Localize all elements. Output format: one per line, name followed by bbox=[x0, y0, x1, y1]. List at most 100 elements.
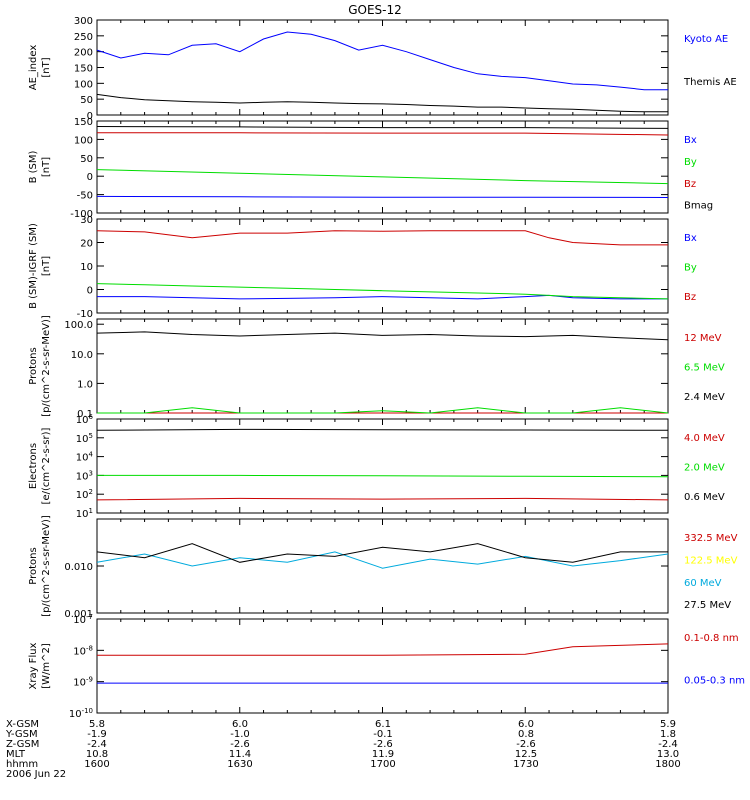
legend-label: Bz bbox=[684, 179, 696, 190]
ephem-value: -0.1 bbox=[373, 729, 393, 740]
ephem-value: -1.0 bbox=[230, 729, 250, 740]
panel-3: -10 0 10 20 30 B (SM)-IGRF (SM) [nT] Bx By Bz bbox=[28, 215, 697, 320]
y-tick-label: 0 bbox=[87, 111, 93, 122]
ephem-value: -2.4 bbox=[658, 739, 678, 750]
legend-label: Themis AE bbox=[683, 77, 737, 88]
ephem-value: 1730 bbox=[513, 759, 538, 770]
y-tick-label: 300 bbox=[74, 16, 93, 27]
ephem-row-label: Z-GSM bbox=[6, 739, 39, 750]
y-tick-label: 1.0 bbox=[77, 379, 93, 390]
ephem-value: -1.9 bbox=[87, 729, 107, 740]
series-line-themis-ae bbox=[96, 93, 668, 113]
legend-label: By bbox=[684, 157, 697, 168]
y-axis-label: Xray Flux bbox=[28, 642, 39, 689]
y-tick-label: 10-7 bbox=[73, 613, 93, 626]
series-line-by bbox=[96, 283, 669, 300]
panel-2: -100 -50 0 50 100 150 B (SM) [nT] Bx By Bz Bmag bbox=[28, 117, 713, 220]
y-tick-label: 200 bbox=[74, 48, 93, 59]
legend-label: 4.0 MeV bbox=[684, 433, 725, 444]
y-axis-label: [nT] bbox=[41, 57, 52, 77]
ephem-value: 10.8 bbox=[86, 749, 108, 760]
legend-label: 2.4 MeV bbox=[684, 392, 725, 403]
y-tick-label: 101 bbox=[76, 507, 93, 520]
ephem-value: 6.0 bbox=[232, 719, 248, 730]
legend-label: 122.5 MeV bbox=[684, 555, 738, 566]
y-axis-label: B (SM)-IGRF (SM) bbox=[28, 223, 39, 309]
ephem-value: -2.6 bbox=[230, 739, 250, 750]
y-axis-label: [nT] bbox=[41, 157, 52, 177]
series-line-bz bbox=[96, 230, 668, 246]
panel-6: 0.001 0.010 Protons [p/(cm^2-s-sr-MeV)] 332.… bbox=[28, 515, 738, 620]
legend-label: Kyoto AE bbox=[684, 34, 728, 45]
panel-frame bbox=[96, 218, 669, 314]
panel-frame bbox=[96, 318, 669, 414]
series-line-27-5-mev bbox=[96, 543, 668, 563]
y-tick-label: 103 bbox=[76, 469, 93, 482]
y-tick-label: 0 bbox=[87, 286, 93, 297]
ephem-row-label: hhmm bbox=[6, 759, 38, 770]
y-tick-label: 100 bbox=[74, 79, 93, 90]
ephem-value: -2.6 bbox=[373, 739, 393, 750]
y-axis-label: B (SM) bbox=[28, 150, 39, 183]
panel-frame bbox=[96, 120, 669, 214]
y-tick-label: 50 bbox=[80, 95, 93, 106]
ephem-value: 1600 bbox=[84, 759, 109, 770]
series-line-2-0-mev bbox=[97, 474, 669, 478]
ephem-value: 11.9 bbox=[372, 749, 394, 760]
ephem-value: -2.4 bbox=[87, 739, 107, 750]
ephem-value: 11.4 bbox=[229, 749, 251, 760]
y-tick-label: 105 bbox=[76, 432, 93, 445]
y-axis-label: AE_index bbox=[28, 45, 39, 91]
y-tick-label: 10 bbox=[80, 262, 93, 273]
y-tick-label: 0.001 bbox=[64, 609, 93, 620]
ephem-row-label: 2006 Jun 22 bbox=[6, 769, 66, 780]
ephem-value: 1800 bbox=[655, 759, 680, 770]
y-tick-label: 10-10 bbox=[69, 707, 93, 720]
y-tick-label: 10-9 bbox=[73, 676, 93, 689]
y-tick-label: 0.010 bbox=[64, 562, 93, 573]
y-tick-label: 50 bbox=[80, 154, 93, 165]
y-axis-label: Electrons bbox=[28, 443, 39, 489]
ephem-value: 13.0 bbox=[657, 749, 679, 760]
series-line-60-mev bbox=[96, 551, 669, 569]
series-line-kyoto-ae bbox=[96, 31, 668, 91]
legend-label: 2.0 MeV bbox=[684, 462, 725, 473]
panel-4: 0.1 1.0 10.0 100.0 Protons [p/(cm^2-s-sr-MeV)… bbox=[28, 315, 725, 420]
legend-label: 0.1-0.8 nm bbox=[684, 633, 739, 644]
y-tick-label: 100 bbox=[74, 135, 93, 146]
panel-frame bbox=[96, 518, 669, 614]
panel-7: 10-10 10-9 10-8 10-7 Xray Flux [W/m^2] 0.1-0.8… bbox=[28, 613, 745, 720]
y-tick-label: 150 bbox=[74, 64, 93, 75]
series-line-6-5-mev bbox=[97, 407, 669, 414]
ephem-row-label: Y-GSM bbox=[5, 729, 38, 740]
legend-label: 332.5 MeV bbox=[684, 533, 738, 544]
series-line-4-0-mev bbox=[96, 497, 669, 501]
legend-label: Bmag bbox=[684, 201, 713, 212]
panel-1: 0 50 100 150 200 250 300 AE_index [nT] Kyoto AE Th… bbox=[28, 16, 737, 122]
y-tick-label: 20 bbox=[80, 239, 93, 250]
ephem-value: 6.0 bbox=[518, 719, 534, 730]
series-line-bz bbox=[97, 132, 669, 136]
y-axis-label: [p/(cm^2-s-sr-MeV)] bbox=[41, 315, 52, 417]
ephem-row-label: X-GSM bbox=[6, 719, 39, 730]
y-tick-label: 106 bbox=[76, 413, 94, 426]
ephem-value: 1630 bbox=[227, 759, 252, 770]
y-axis-label: Protons bbox=[28, 547, 39, 584]
legend-label: 6.5 MeV bbox=[684, 362, 725, 373]
y-axis-label: [W/m^2] bbox=[41, 643, 52, 689]
figure-title: GOES-12 bbox=[348, 3, 402, 17]
y-tick-label: -100 bbox=[70, 209, 93, 220]
y-tick-label: 10-8 bbox=[73, 644, 93, 657]
y-axis-label: [p/(cm^2-s-sr-MeV)] bbox=[41, 515, 52, 617]
y-tick-label: -50 bbox=[77, 191, 93, 202]
panel-frame bbox=[96, 19, 669, 116]
y-tick-label: 0 bbox=[87, 172, 93, 183]
y-axis-label: [nT] bbox=[41, 256, 52, 276]
legend-label: Bx bbox=[684, 135, 697, 146]
series-line-2-4-mev bbox=[96, 331, 669, 341]
legend-label: 0.05-0.3 nm bbox=[684, 676, 745, 687]
y-tick-label: 250 bbox=[74, 32, 93, 43]
